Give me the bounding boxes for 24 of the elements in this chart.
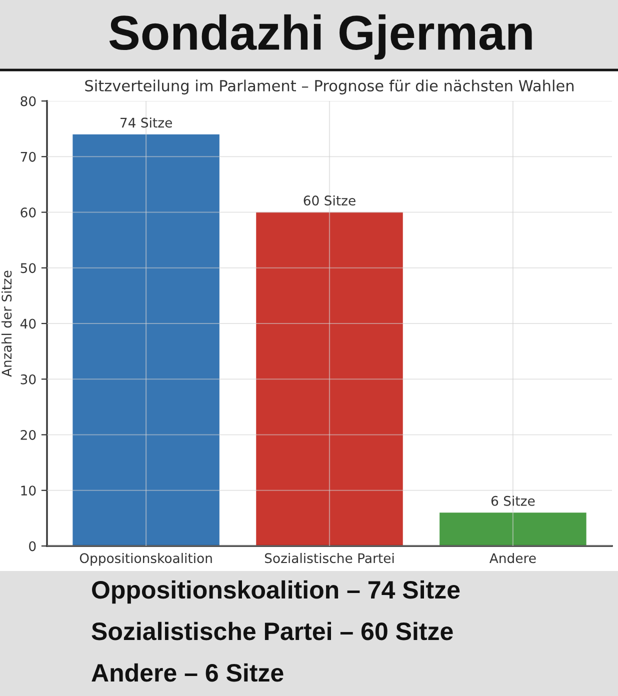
y-tick-label: 80 — [20, 96, 36, 106]
text: Sozialistische Partei – 60 Sitze — [92, 622, 453, 640]
x-tick-label: Oppositionskoalition — [80, 552, 212, 566]
text: Oppositionskoalition – 74 Sitze — [92, 580, 460, 604]
data-label: 6 Sitze — [491, 496, 535, 506]
x-tick-label: Sozialistische Partei — [264, 552, 394, 564]
text: Andere – 6 Sitze — [92, 663, 284, 682]
chart-subtitle: Sitzverteilung im Parlament – Prognose für die nächsten Wahlen — [85, 80, 574, 94]
y-tick-label: 60 — [20, 207, 36, 218]
bar — [440, 512, 586, 546]
y-tick-label: 10 — [21, 486, 36, 496]
y-tick-label: 20 — [20, 430, 36, 440]
data-label: 74 Sitze — [120, 117, 172, 128]
data-label: 60 Sitze — [304, 195, 356, 206]
y-tick-label: 0 — [29, 541, 36, 552]
y-tick-label: 30 — [20, 374, 36, 384]
y-tick-label: 40 — [20, 318, 36, 329]
y-tick-label: 70 — [20, 152, 36, 162]
chart-title: Sondazhi Gjerman — [109, 14, 532, 60]
bar — [72, 134, 220, 546]
y-tick-label: 50 — [20, 263, 36, 274]
x-tick-label: Andere — [489, 552, 536, 564]
bar — [256, 212, 403, 546]
y-axis-title: Anzahl der Sitze — [1, 270, 12, 377]
